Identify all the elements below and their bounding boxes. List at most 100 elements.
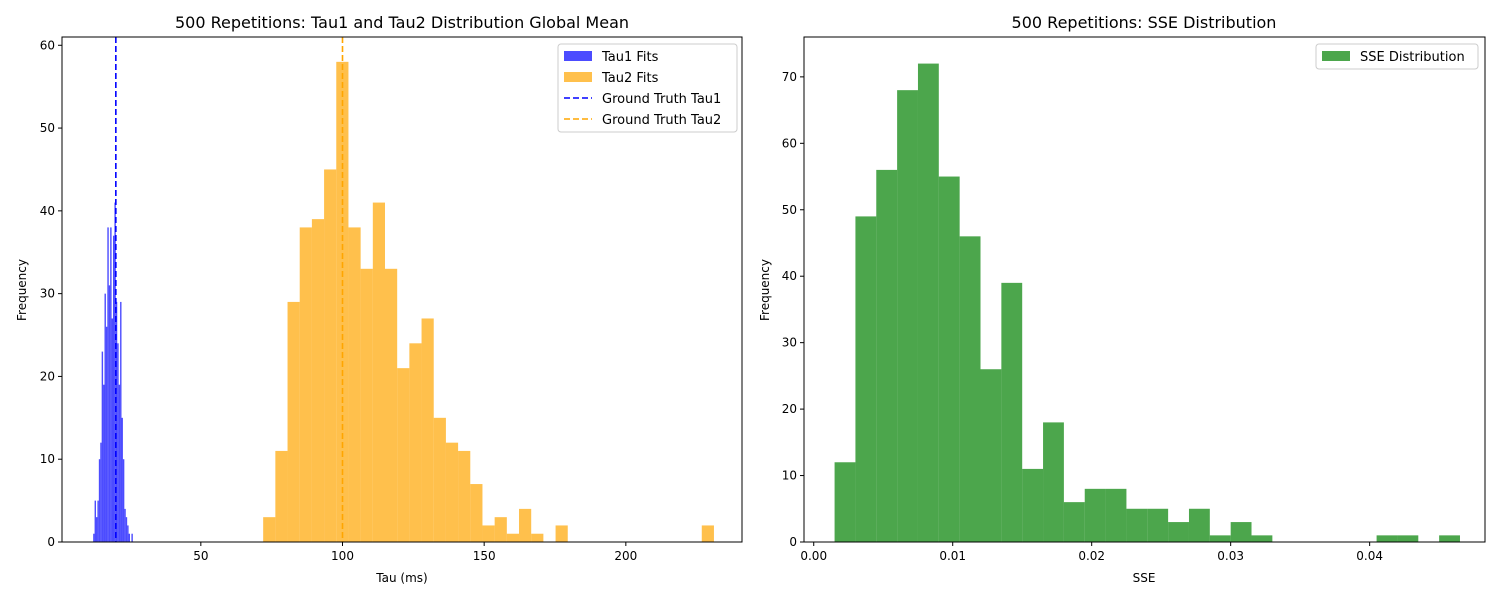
- histogram-bar: [506, 533, 520, 542]
- histogram-bar: [482, 525, 495, 542]
- x-tick-label: 0.03: [1217, 549, 1244, 563]
- legend-frame: [557, 43, 738, 133]
- histogram-bar: [1188, 508, 1210, 542]
- histogram-bar: [117, 343, 119, 542]
- x-axis-label: Tau (ms): [375, 571, 427, 585]
- x-tick-label: 0.02: [1078, 549, 1105, 563]
- histogram-bar: [299, 227, 312, 542]
- histogram-bar: [897, 90, 918, 542]
- histogram-bar: [104, 293, 106, 542]
- histogram-bar: [385, 268, 398, 542]
- histogram-bar: [1251, 535, 1273, 542]
- histogram-bar: [96, 517, 98, 542]
- y-tick-label: 30: [782, 336, 797, 350]
- histogram-bar: [107, 227, 109, 542]
- histogram-bar: [360, 268, 373, 542]
- histogram-bar: [1397, 535, 1419, 542]
- histogram-bar: [980, 369, 1002, 542]
- histogram-bar: [959, 236, 981, 542]
- histogram-bar: [701, 525, 714, 542]
- x-tick-label: 0.00: [800, 549, 827, 563]
- y-tick-label: 60: [782, 136, 797, 150]
- legend-label: Ground Truth Tau1: [602, 92, 721, 107]
- chart-title: 500 Repetitions: Tau1 and Tau2 Distribut…: [175, 13, 629, 32]
- x-tick-label: 50: [193, 549, 208, 563]
- histogram-bar: [287, 301, 300, 542]
- y-tick-label: 70: [782, 70, 797, 84]
- histogram-bar: [98, 459, 101, 542]
- histogram-bar: [1084, 488, 1106, 542]
- y-axis-label: Frequency: [15, 259, 29, 321]
- axes-frame: [61, 36, 743, 543]
- y-tick-label: 10: [782, 469, 797, 483]
- histogram-bar: [1439, 535, 1460, 542]
- histogram-bar: [876, 169, 898, 543]
- legend: Tau1 Fits Tau2 Fits Ground Truth Tau1 Groun…: [557, 43, 738, 133]
- y-tick-label: 50: [782, 203, 797, 217]
- histogram-bar: [121, 417, 123, 542]
- histogram-bar: [100, 442, 102, 542]
- bars-layer: [834, 63, 1460, 543]
- y-tick-label: 20: [40, 369, 55, 383]
- histogram-bar: [263, 517, 276, 542]
- histogram-bar: [1376, 535, 1398, 542]
- y-tick-label: 50: [40, 121, 55, 135]
- reference-lines-layer: [115, 37, 344, 542]
- x-axis-label: SSE: [1133, 571, 1156, 585]
- histogram-bar: [1105, 488, 1127, 542]
- histogram-bar: [372, 202, 385, 542]
- histogram-bar: [101, 351, 104, 542]
- histogram-bar: [409, 343, 422, 542]
- histogram-bar: [275, 450, 288, 542]
- histogram-bar: [917, 63, 939, 542]
- legend-label: SSE Distribution: [1360, 50, 1465, 65]
- histogram-bar: [111, 318, 113, 542]
- histogram-bar: [113, 235, 115, 542]
- histogram-bar: [445, 442, 459, 542]
- x-tick-label: 150: [473, 549, 496, 563]
- histogram-bar: [93, 533, 95, 542]
- legend-swatch: [1322, 51, 1350, 61]
- y-tick-label: 20: [782, 402, 797, 416]
- histogram-bar: [519, 508, 532, 542]
- legend-label: Ground Truth Tau2: [602, 113, 721, 128]
- histogram-bar: [105, 326, 108, 542]
- x-tick-label: 0.04: [1356, 549, 1383, 563]
- x-tick-label: 200: [614, 549, 637, 563]
- histogram-bar: [938, 176, 960, 542]
- histogram-bar: [124, 508, 126, 542]
- histogram-bar: [131, 533, 133, 542]
- y-tick-label: 30: [40, 287, 55, 301]
- histogram-bar: [1022, 468, 1044, 542]
- y-tick-label: 10: [40, 452, 55, 466]
- histogram-bar: [94, 500, 96, 542]
- histogram-bar: [120, 301, 122, 542]
- histogram-bar: [555, 525, 568, 542]
- histogram-bar: [458, 450, 471, 542]
- tau-histogram-panel: 500 Repetitions: Tau1 and Tau2 Distribut…: [15, 13, 743, 585]
- histogram-bar: [494, 517, 507, 542]
- x-tick-label: 0.01: [939, 549, 966, 563]
- histogram-bar: [1043, 422, 1064, 542]
- y-axis-label: Frequency: [758, 259, 772, 321]
- histogram-bar: [108, 285, 111, 542]
- histogram-bar: [1126, 508, 1148, 542]
- histogram-bar: [311, 219, 325, 542]
- legend-label: Tau1 Fits: [601, 50, 659, 65]
- histogram-bar: [128, 533, 130, 542]
- histogram-bar: [1168, 522, 1189, 542]
- histogram-bar: [1001, 282, 1023, 542]
- histogram-bar: [115, 301, 118, 542]
- histogram-bar: [421, 318, 434, 542]
- axes-layer: 0.00 0.01 0.02 0.03 0.04 0 10 20 30 40 50 60 70: [782, 36, 1486, 563]
- histogram-bar: [127, 525, 129, 542]
- histogram-bar: [110, 227, 112, 542]
- histogram-bar: [433, 417, 446, 542]
- histogram-bar: [855, 216, 877, 542]
- legend-swatch: [564, 72, 592, 82]
- histogram-bar: [1063, 502, 1085, 542]
- legend: SSE Distribution: [1315, 43, 1479, 70]
- y-tick-label: 0: [47, 535, 55, 549]
